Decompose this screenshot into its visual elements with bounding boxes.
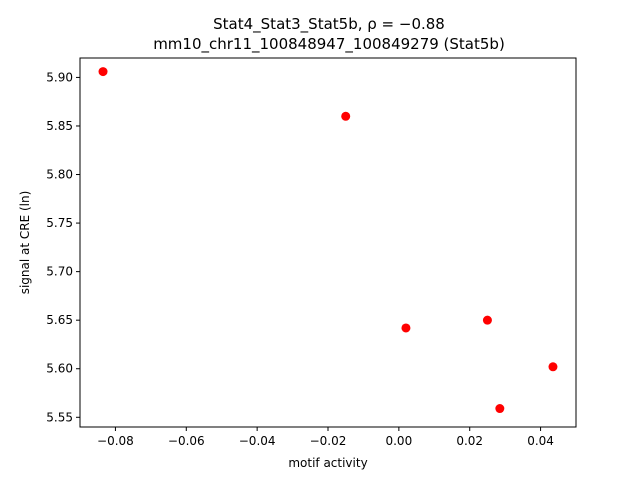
x-tick-label: 0.02	[456, 434, 483, 448]
x-tick-label: 0.00	[385, 434, 412, 448]
y-tick-label: 5.85	[46, 119, 73, 133]
data-point-1	[98, 67, 108, 77]
plot-area	[98, 67, 558, 414]
chart-title-line1: Stat4_Stat3_Stat5b, ρ = −0.88	[213, 15, 445, 34]
y-tick-label: 5.80	[46, 168, 73, 182]
y-tick-label: 5.65	[46, 313, 73, 327]
data-point-2	[341, 111, 351, 121]
x-tick-label: −0.06	[168, 434, 205, 448]
y-tick-label: 5.70	[46, 265, 73, 279]
x-tick-label: 0.04	[527, 434, 554, 448]
y-tick-label: 5.75	[46, 216, 73, 230]
x-tick-label: −0.08	[97, 434, 134, 448]
y-axis: 5.55 5.60 5.65 5.70 5.75 5.80 5.85 5.90	[46, 70, 80, 424]
data-point-5	[548, 362, 558, 372]
y-tick-label: 5.55	[46, 410, 73, 424]
data-point-3	[401, 323, 411, 333]
y-tick-label: 5.90	[46, 70, 73, 84]
data-point-4	[482, 315, 492, 325]
y-tick-label: 5.60	[46, 362, 73, 376]
x-axis-label: motif activity	[288, 456, 367, 470]
chart-title-line2: mm10_chr11_100848947_100849279 (Stat5b)	[153, 35, 505, 54]
x-axis: −0.08 −0.06 −0.04 −0.02 0.00 0.02 0.04	[97, 427, 554, 448]
data-point-6	[495, 404, 505, 414]
x-tick-label: −0.04	[239, 434, 276, 448]
x-tick-label: −0.02	[310, 434, 347, 448]
y-axis-label: signal at CRE (ln)	[18, 191, 32, 295]
